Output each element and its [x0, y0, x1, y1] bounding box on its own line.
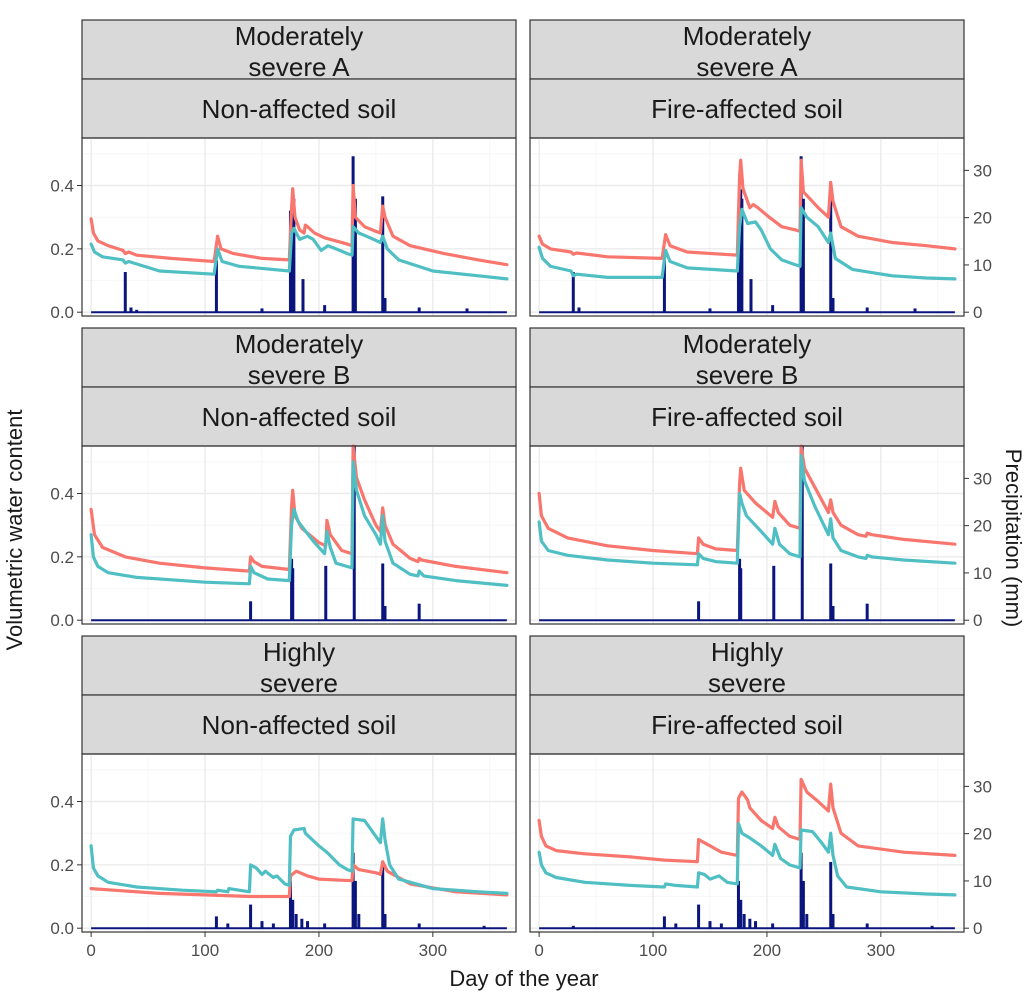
- strip-bottom: [529, 78, 965, 139]
- strip-top-label: severe: [260, 668, 338, 698]
- y-axis-title: Volumetric water content: [2, 410, 27, 651]
- strip-top-label: severe A: [696, 52, 798, 82]
- water-content-series-line: [537, 822, 957, 897]
- strip-top: [529, 635, 965, 696]
- strip-top: [81, 19, 517, 80]
- x-tick-label: 300: [419, 941, 447, 960]
- y-tick-label: 0.0: [50, 611, 74, 630]
- y2-tick-label: 30: [973, 469, 992, 488]
- strip-bottom: [81, 386, 517, 447]
- y-tick-label: 0.2: [50, 240, 74, 259]
- strip-top: [81, 327, 517, 388]
- y-tick-label: 0.0: [50, 919, 74, 938]
- strip-top-label: severe B: [696, 360, 799, 390]
- strip-top-label: Highly: [263, 637, 335, 667]
- strip-bottom: [529, 386, 965, 447]
- water-content-series-line: [537, 206, 957, 281]
- strip-top-label: severe A: [248, 52, 350, 82]
- strip-top-label: Moderately: [235, 329, 364, 359]
- y2-tick-label: 20: [973, 825, 992, 844]
- strip-bottom-label: Non-affected soil: [202, 710, 397, 740]
- x-tick-label: 200: [753, 941, 781, 960]
- water-content-series-line: [89, 444, 509, 575]
- y2-tick-label: 0: [973, 611, 982, 630]
- water-content-series-line: [537, 158, 957, 260]
- y2-tick-label: 10: [973, 564, 992, 583]
- y2-tick-label: 30: [973, 161, 992, 180]
- x-tick-label: 100: [639, 941, 667, 960]
- strip-bottom-label: Non-affected soil: [202, 402, 397, 432]
- strip-top-label: Moderately: [683, 21, 812, 51]
- strip-top: [529, 19, 965, 80]
- x-tick-label: 100: [191, 941, 219, 960]
- x-tick-label: 200: [305, 941, 333, 960]
- panel-border: [529, 137, 965, 317]
- panel-border: [529, 445, 965, 625]
- strip-top-label: Moderately: [683, 329, 812, 359]
- strip-bottom-label: Fire-affected soil: [651, 402, 843, 432]
- x-tick-label: 0: [86, 941, 95, 960]
- strip-top-label: severe: [708, 668, 786, 698]
- water-content-series-line: [537, 453, 957, 567]
- water-content-series-line: [537, 444, 957, 556]
- y2-tick-label: 0: [973, 919, 982, 938]
- strip-bottom: [81, 78, 517, 139]
- strip-bottom: [529, 694, 965, 755]
- panel-border: [81, 445, 517, 625]
- y-tick-label: 0.4: [50, 793, 74, 812]
- y2-axis-title: Precipitation (mm): [1001, 449, 1026, 627]
- y-tick-label: 0.2: [50, 548, 74, 567]
- water-content-series-line: [89, 225, 509, 281]
- strip-bottom-label: Fire-affected soil: [651, 710, 843, 740]
- water-content-series-line: [89, 183, 509, 267]
- y-tick-label: 0.0: [50, 303, 74, 322]
- x-axis-title: Day of the year: [449, 966, 598, 991]
- y2-tick-label: 0: [973, 303, 982, 322]
- y2-tick-label: 10: [973, 256, 992, 275]
- y-tick-label: 0.2: [50, 856, 74, 875]
- water-content-series-line: [89, 460, 509, 587]
- strip-top: [529, 327, 965, 388]
- y2-tick-label: 10: [973, 872, 992, 891]
- y-tick-label: 0.4: [50, 485, 74, 504]
- x-tick-label: 300: [867, 941, 895, 960]
- strip-top-label: severe B: [248, 360, 351, 390]
- y2-tick-label: 30: [973, 777, 992, 796]
- strip-top-label: Moderately: [235, 21, 364, 51]
- water-content-series-line: [537, 777, 957, 864]
- x-tick-label: 0: [534, 941, 543, 960]
- y2-tick-label: 20: [973, 517, 992, 536]
- panel-border: [81, 753, 517, 933]
- panel-border: [81, 137, 517, 317]
- strip-top-label: Highly: [711, 637, 783, 667]
- strip-top: [81, 635, 517, 696]
- strip-bottom-label: Fire-affected soil: [651, 94, 843, 124]
- y2-tick-label: 20: [973, 209, 992, 228]
- y-tick-label: 0.4: [50, 177, 74, 196]
- water-content-series-line: [89, 860, 509, 899]
- strip-bottom-label: Non-affected soil: [202, 94, 397, 124]
- water-content-series-line: [89, 817, 509, 895]
- panel-border: [529, 753, 965, 933]
